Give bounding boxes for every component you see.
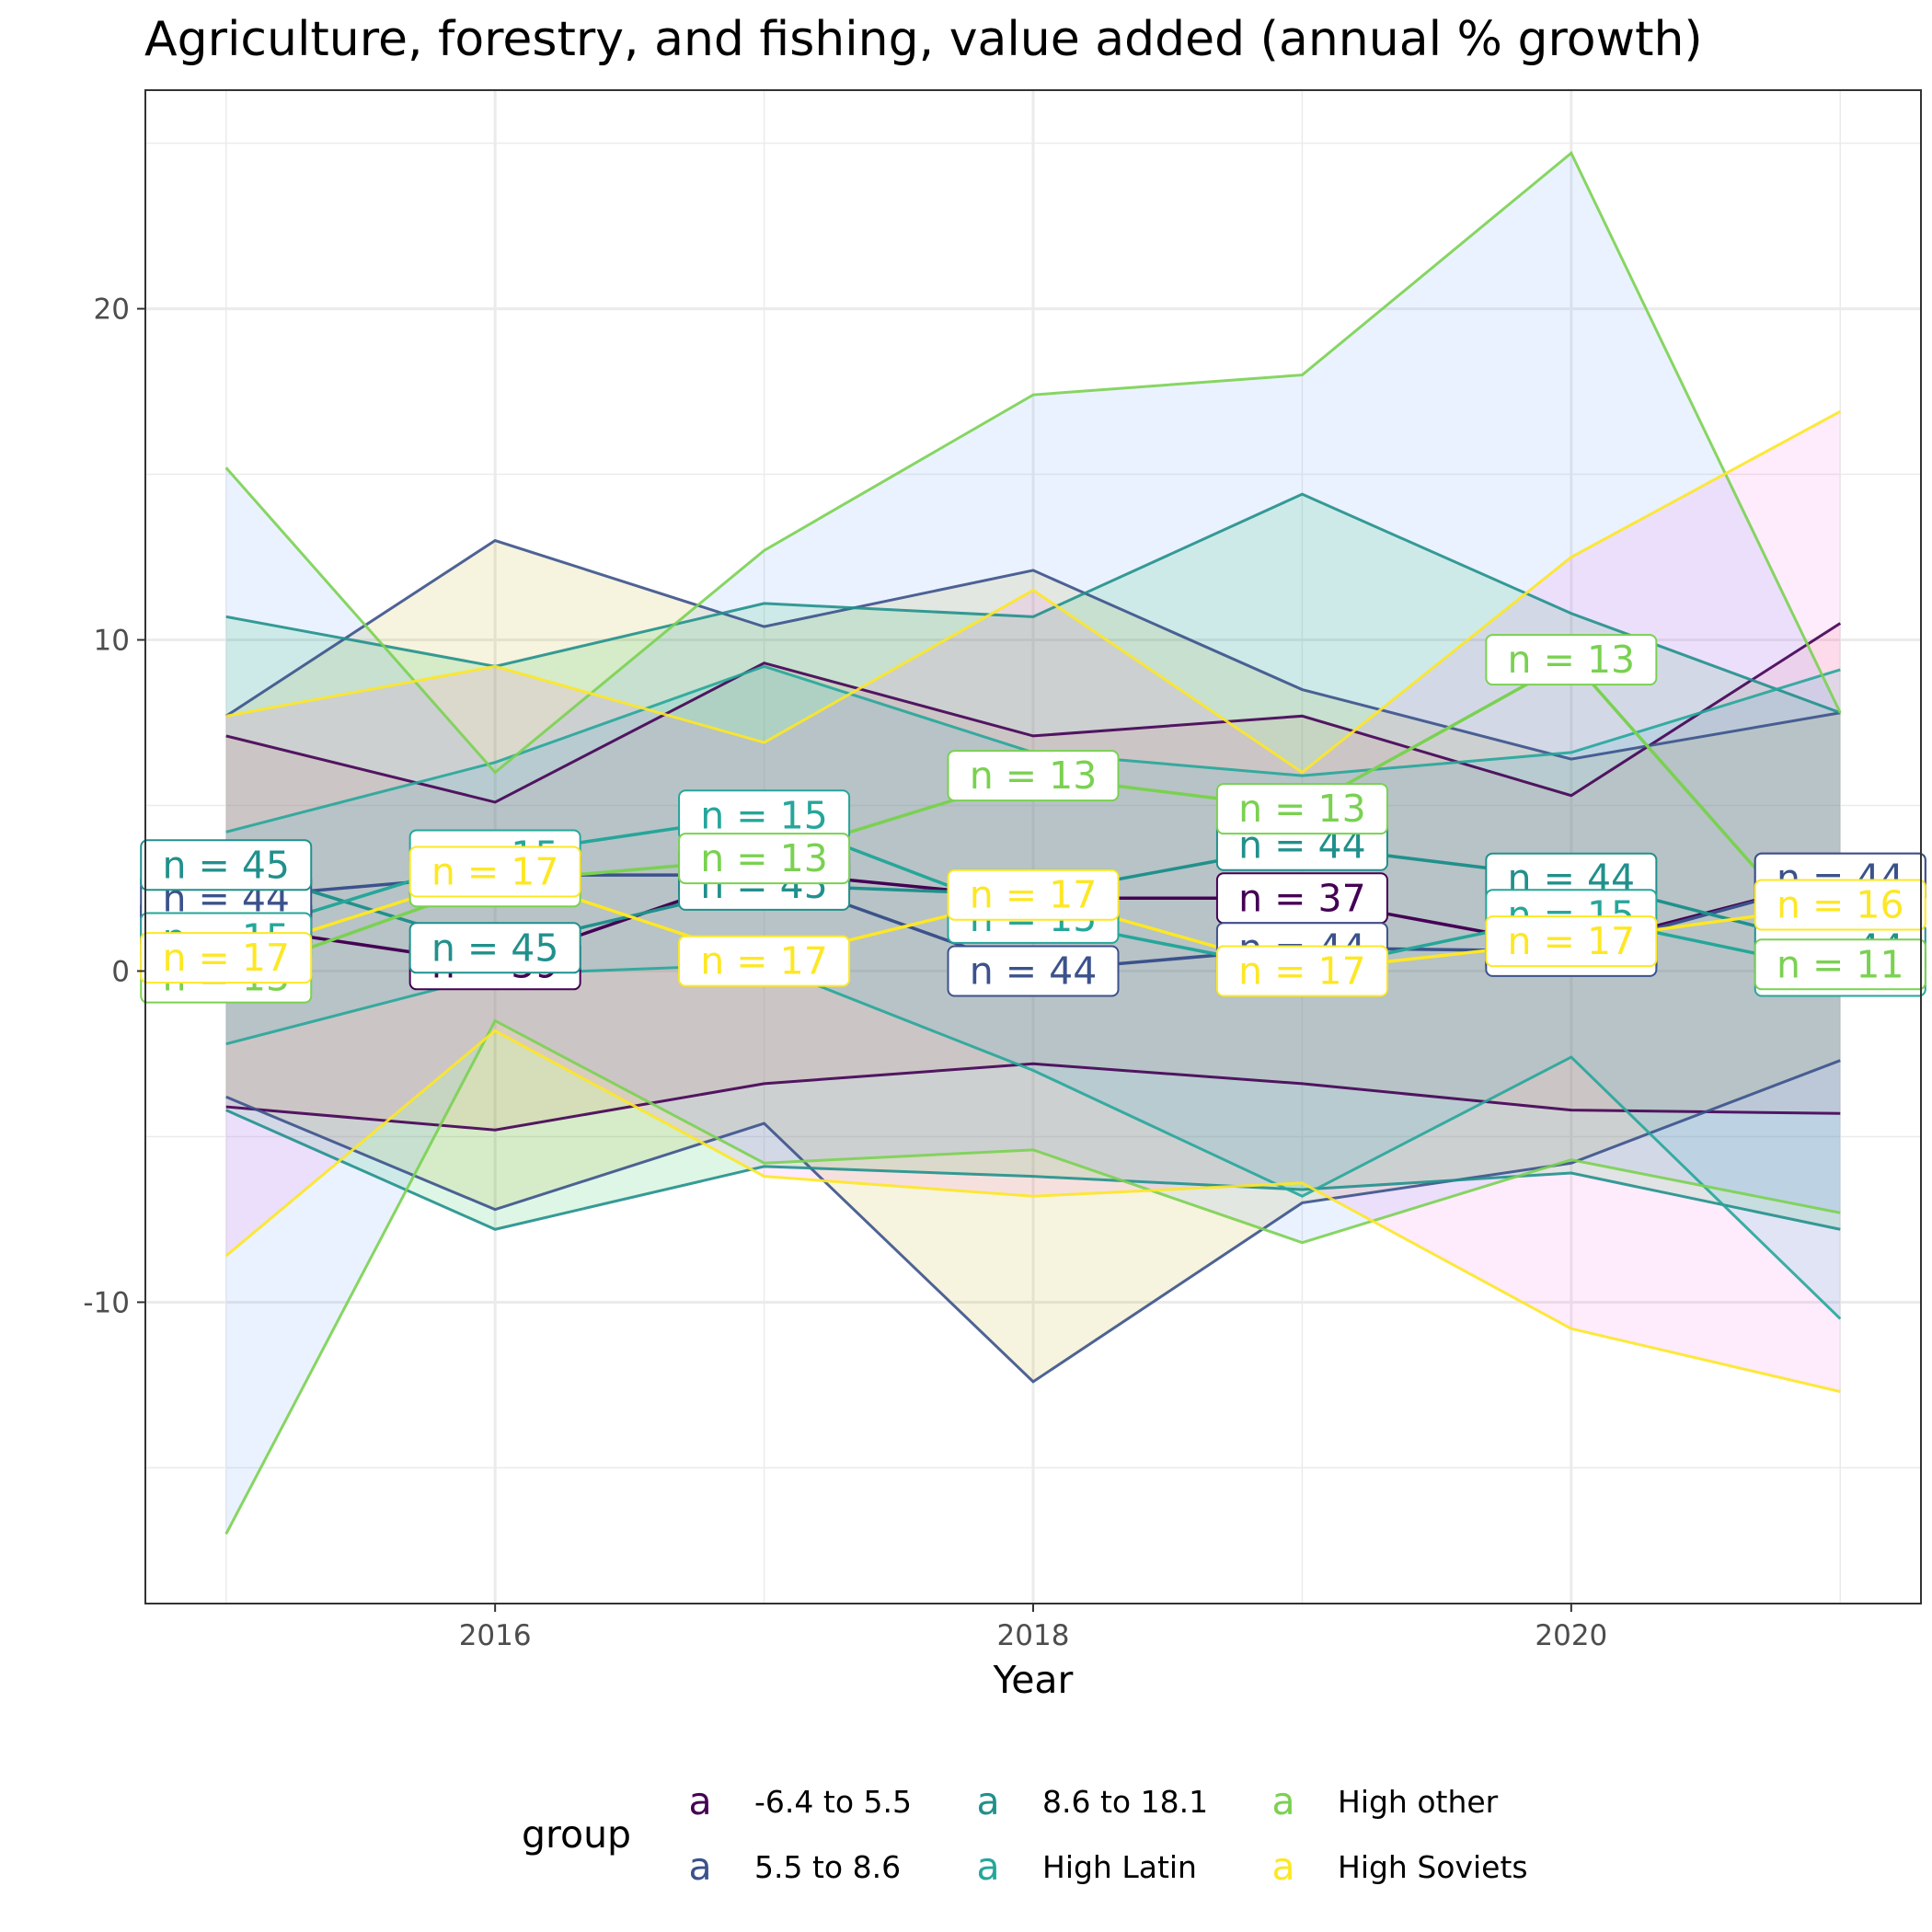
n-label-text: n = 17 — [700, 939, 828, 983]
x-tick-label: 2020 — [1535, 1619, 1607, 1652]
range-band — [225, 494, 1841, 1230]
n-label-text: n = 11 — [1777, 942, 1904, 986]
n-label: n = 45 — [408, 922, 581, 974]
n-label-text: n = 17 — [431, 849, 559, 893]
upper-line — [224, 538, 1841, 761]
n-label-box — [408, 922, 581, 974]
n-label-text: n = 15 — [700, 793, 828, 837]
band-layer — [225, 153, 1841, 1535]
n-label: n = 17 — [678, 935, 851, 987]
legend-label: High Soviets — [1338, 1849, 1528, 1885]
upper-line — [225, 622, 1842, 804]
n-label-box — [408, 845, 581, 898]
n-label: n = 17 — [947, 868, 1120, 921]
legend-item: a 8.6 to 18.1 — [976, 1779, 1208, 1823]
legend-label: High other — [1338, 1784, 1499, 1820]
n-label-box — [947, 868, 1120, 921]
n-label-box — [947, 945, 1120, 997]
y-tick-label: -10 — [83, 1286, 130, 1319]
legend-item: a -6.4 to 5.5 — [688, 1779, 912, 1823]
n-label-box — [1754, 879, 1926, 931]
n-label-text: n = 17 — [1238, 949, 1366, 993]
lower-line — [224, 1029, 1841, 1394]
n-label-text: n = 37 — [1238, 876, 1366, 920]
n-label: n = 17 — [1485, 915, 1658, 968]
axis-layer: 2016 2018 2020 -10 0 10 20 — [83, 293, 1607, 1652]
legend-label: -6.4 to 5.5 — [754, 1784, 912, 1820]
y-tick-label: 0 — [111, 955, 130, 988]
n-label-box — [1485, 634, 1658, 686]
legend-label: 5.5 to 8.6 — [754, 1849, 901, 1885]
lower-line — [225, 1109, 1841, 1231]
n-label: n = 16 — [1754, 879, 1926, 931]
n-label-box — [678, 833, 851, 885]
n-label-text: n = 45 — [162, 843, 290, 887]
n-label-box — [1215, 945, 1388, 997]
n-label-box — [140, 932, 313, 984]
upper-line — [224, 151, 1842, 775]
x-tick-label: 2018 — [997, 1619, 1070, 1652]
n-label: n = 13 — [1485, 634, 1658, 686]
n-label: n = 13 — [947, 750, 1120, 802]
legend-label: High Latin — [1042, 1849, 1197, 1885]
n-label-text: n = 17 — [1508, 919, 1636, 963]
n-label-text: n = 44 — [970, 949, 1098, 993]
n-label: n = 13 — [1215, 783, 1388, 835]
n-label-text: n = 16 — [1777, 882, 1904, 926]
legend-items: a -6.4 to 5.5 a 5.5 to 8.6 a 8.6 to 18.1 a High… — [688, 1779, 1527, 1889]
n-label-text: n = 45 — [431, 926, 559, 970]
n-label: n = 13 — [678, 833, 851, 885]
n-label-box — [947, 750, 1120, 802]
lower-line — [224, 1018, 1841, 1535]
legend-item: a High other — [1271, 1779, 1498, 1823]
y-tick-label: 20 — [94, 293, 130, 327]
legend-key: a — [976, 1845, 999, 1889]
n-label-box — [1215, 783, 1388, 835]
legend: group a -6.4 to 5.5 a 5.5 to 8.6 a 8.6 to 18.… — [522, 1779, 1528, 1889]
n-label: n = 17 — [140, 932, 313, 984]
n-label: n = 37 — [1215, 872, 1388, 925]
n-label-text: n = 13 — [970, 753, 1098, 798]
n-label-box — [140, 839, 313, 891]
n-label: n = 45 — [140, 839, 313, 891]
n-label: n = 17 — [1215, 945, 1388, 997]
legend-key: a — [688, 1779, 711, 1823]
legend-key: a — [976, 1779, 999, 1823]
n-label: n = 17 — [408, 845, 581, 898]
legend-item: a 5.5 to 8.6 — [688, 1845, 901, 1889]
legend-item: a High Soviets — [1271, 1845, 1527, 1889]
legend-key: a — [1271, 1779, 1294, 1823]
lower-line — [225, 1062, 1841, 1132]
n-label-box — [678, 935, 851, 987]
n-label-box — [1754, 938, 1926, 991]
n-label-box — [1485, 915, 1658, 968]
n-label: n = 11 — [1754, 938, 1926, 991]
chart-title: Agriculture, forestry, and fishing, valu… — [144, 12, 1703, 67]
n-label-text: n = 13 — [700, 836, 828, 880]
n-label-text: n = 13 — [1508, 638, 1636, 682]
x-axis-title: Year — [993, 1658, 1074, 1702]
legend-title: group — [522, 1812, 631, 1857]
n-label-text: n = 17 — [970, 873, 1098, 917]
n-label: n = 44 — [947, 945, 1120, 997]
legend-key: a — [1271, 1845, 1294, 1889]
n-label-text: n = 17 — [162, 936, 290, 980]
n-label-layer: n = 39n = 39n = 39n = 39n = 37n = 44n = … — [140, 634, 1926, 1004]
upper-line — [225, 409, 1841, 775]
x-tick-label: 2016 — [459, 1619, 532, 1652]
lower-line — [225, 1059, 1841, 1384]
legend-label: 8.6 to 18.1 — [1042, 1784, 1208, 1820]
range-band — [225, 153, 1841, 1535]
n-label: n = 15 — [678, 789, 851, 842]
n-label-text: n = 13 — [1238, 787, 1366, 831]
y-tick-label: 10 — [94, 625, 130, 658]
legend-item: a High Latin — [976, 1845, 1197, 1889]
legend-key: a — [688, 1845, 711, 1889]
